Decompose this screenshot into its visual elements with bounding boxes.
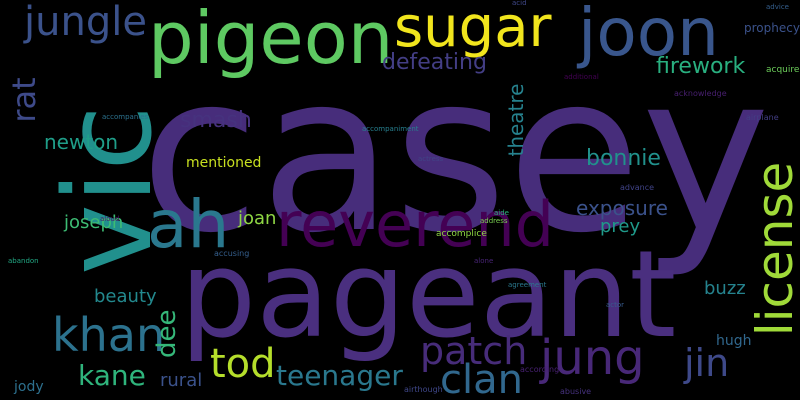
word-alone: alone	[474, 257, 494, 265]
word-jungle: jungle	[24, 0, 147, 45]
word-accomplice: accomplice	[436, 229, 487, 239]
word-joseph: joseph	[64, 212, 124, 233]
word-jin: jin	[684, 341, 730, 385]
word-aide: aide	[494, 209, 509, 217]
word-abandon: abandon	[8, 257, 39, 265]
word-smash: smash	[180, 108, 252, 133]
word-jung: jung	[540, 330, 645, 386]
word-defeating: defeating	[382, 50, 487, 75]
word-clan: clan	[440, 357, 523, 400]
word-airthough: airthough	[404, 385, 443, 394]
word-abusive: abusive	[560, 387, 592, 396]
word-agreement: agreement	[508, 281, 547, 289]
word-rural: rural	[160, 370, 203, 391]
word-bonnie: bonnie	[586, 146, 661, 171]
word-teenager: teenager	[276, 359, 403, 392]
word-prey: prey	[600, 216, 641, 237]
word-firework: firework	[656, 54, 746, 79]
word-khan: khan	[52, 308, 166, 362]
word-beauty: beauty	[94, 286, 157, 307]
word-advice: advice	[766, 3, 789, 11]
word-acid: acid	[512, 0, 527, 7]
word-ah: ah	[147, 186, 230, 263]
word-according: according	[520, 365, 560, 374]
word-joan: joan	[238, 208, 277, 229]
word-additional: additional	[564, 73, 599, 81]
word-theatre: theatre	[504, 83, 528, 157]
word-dee: dee	[152, 309, 182, 359]
word-actor: actor	[606, 301, 625, 309]
word-aloud: aloud	[100, 215, 120, 223]
word-address: address	[480, 217, 508, 225]
word-rat: rat	[5, 77, 43, 123]
word-mentioned: mentioned	[186, 155, 262, 171]
word-accompanies: accompanies	[102, 113, 149, 121]
word-prophecy: prophecy	[744, 21, 800, 35]
word-actress: actress	[418, 155, 444, 163]
word-tod: tod	[210, 341, 276, 387]
word-acknowledge: acknowledge	[674, 89, 727, 98]
word-accompaniment: accompaniment	[362, 125, 419, 133]
word-pageant: pageant	[180, 226, 677, 365]
word-patch: patch	[420, 329, 528, 373]
word-newton: newton	[44, 130, 119, 154]
word-license: license	[746, 161, 800, 337]
word-joon: joon	[578, 0, 719, 71]
word-sugar: sugar	[394, 0, 552, 60]
word-advance: advance	[620, 183, 655, 192]
word-exposure: exposure	[576, 196, 668, 220]
word-accusing: accusing	[214, 249, 250, 258]
word-acquire: acquire	[766, 65, 800, 75]
word-jody: jody	[14, 379, 44, 395]
word-airplane: airplane	[746, 113, 779, 122]
word-kane: kane	[78, 359, 146, 392]
word-buzz: buzz	[704, 278, 746, 299]
word-hugh: hugh	[716, 333, 752, 349]
word-casey: casey	[140, 28, 771, 281]
word-reverend: reverend	[276, 188, 555, 261]
word-pigeon: pigeon	[148, 0, 394, 80]
